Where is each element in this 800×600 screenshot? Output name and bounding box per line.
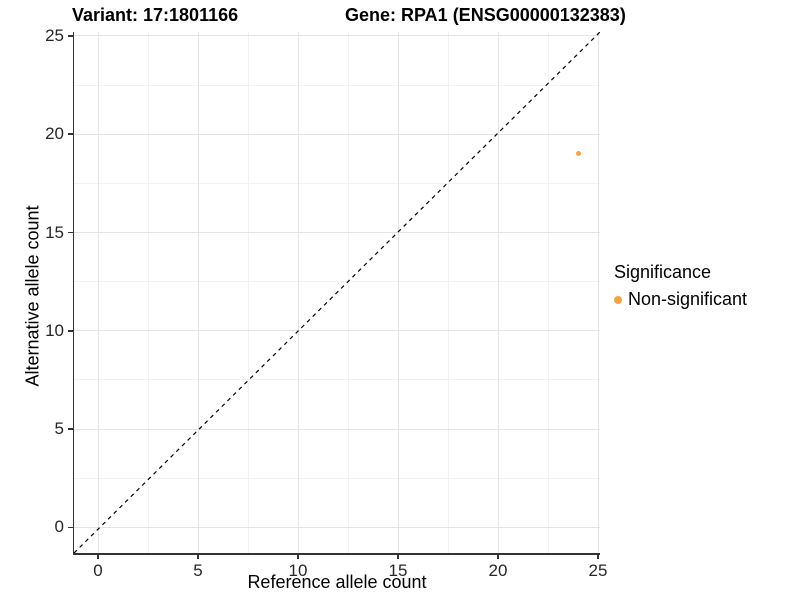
x-tick-mark [397, 554, 399, 559]
x-tick-label: 10 [288, 561, 308, 580]
x-minor-gridline [147, 32, 149, 553]
y-major-gridline [74, 330, 600, 332]
data-point [575, 151, 581, 157]
y-tick-mark [68, 35, 73, 37]
x-major-gridline [197, 32, 199, 553]
variant-title: Variant: 17:1801166 [72, 5, 239, 25]
y-major-gridline [74, 232, 600, 234]
x-tick-mark [97, 554, 99, 559]
y-tick-mark [68, 231, 73, 234]
y-tick-label: 20 [45, 124, 64, 144]
gene-title: Gene: RPA1 (ENSG00000132383) [345, 5, 626, 25]
y-tick-mark [68, 133, 73, 135]
x-major-gridline [397, 32, 399, 553]
x-tick-mark [597, 554, 599, 559]
x-tick-label: 20 [488, 561, 508, 580]
y-major-gridline [74, 133, 600, 135]
y-tick-label: 0 [54, 517, 64, 537]
y-major-gridline [74, 428, 600, 430]
x-major-gridline [497, 32, 499, 553]
legend: Significance Non-significant [614, 262, 747, 310]
legend-item-non-significant: Non-significant [614, 289, 747, 310]
y-tick-mark [68, 428, 73, 430]
x-tick-mark [497, 554, 499, 559]
x-tick-label: 15 [388, 561, 408, 580]
x-axis-title: Reference allele count [247, 572, 427, 592]
x-axis-line [72, 553, 600, 555]
x-minor-gridline [547, 32, 549, 553]
legend-item-label: Non-significant [628, 289, 748, 309]
x-major-gridline [597, 32, 599, 553]
x-tick-mark [197, 554, 199, 559]
x-major-gridline [297, 32, 299, 553]
y-axis-line [72, 32, 74, 555]
y-minor-gridline [74, 281, 600, 283]
legend-swatch-orange-dot-icon [614, 295, 622, 304]
x-tick-label: 0 [93, 561, 103, 580]
y-minor-gridline [74, 477, 600, 479]
y-tick-label: 5 [54, 419, 64, 439]
x-tick-mark [297, 554, 299, 559]
y-major-gridline [74, 35, 600, 37]
y-tick-label: 10 [45, 320, 64, 340]
identity-dashed-line [74, 32, 600, 553]
x-minor-gridline [347, 32, 349, 553]
x-tick-label: 5 [193, 561, 203, 580]
x-major-gridline [97, 32, 99, 553]
x-minor-gridline [447, 32, 449, 553]
y-minor-gridline [74, 182, 600, 184]
x-tick-label: 25 [588, 561, 608, 580]
y-tick-mark [68, 330, 73, 332]
y-tick-label: 15 [45, 222, 64, 242]
x-minor-gridline [247, 32, 249, 553]
y-tick-mark [68, 526, 73, 529]
y-major-gridline [74, 526, 600, 528]
y-tick-label: 25 [45, 25, 64, 45]
legend-title: Significance [614, 262, 712, 282]
y-minor-gridline [74, 84, 600, 86]
y-minor-gridline [74, 379, 600, 381]
plot-panel [74, 32, 600, 553]
